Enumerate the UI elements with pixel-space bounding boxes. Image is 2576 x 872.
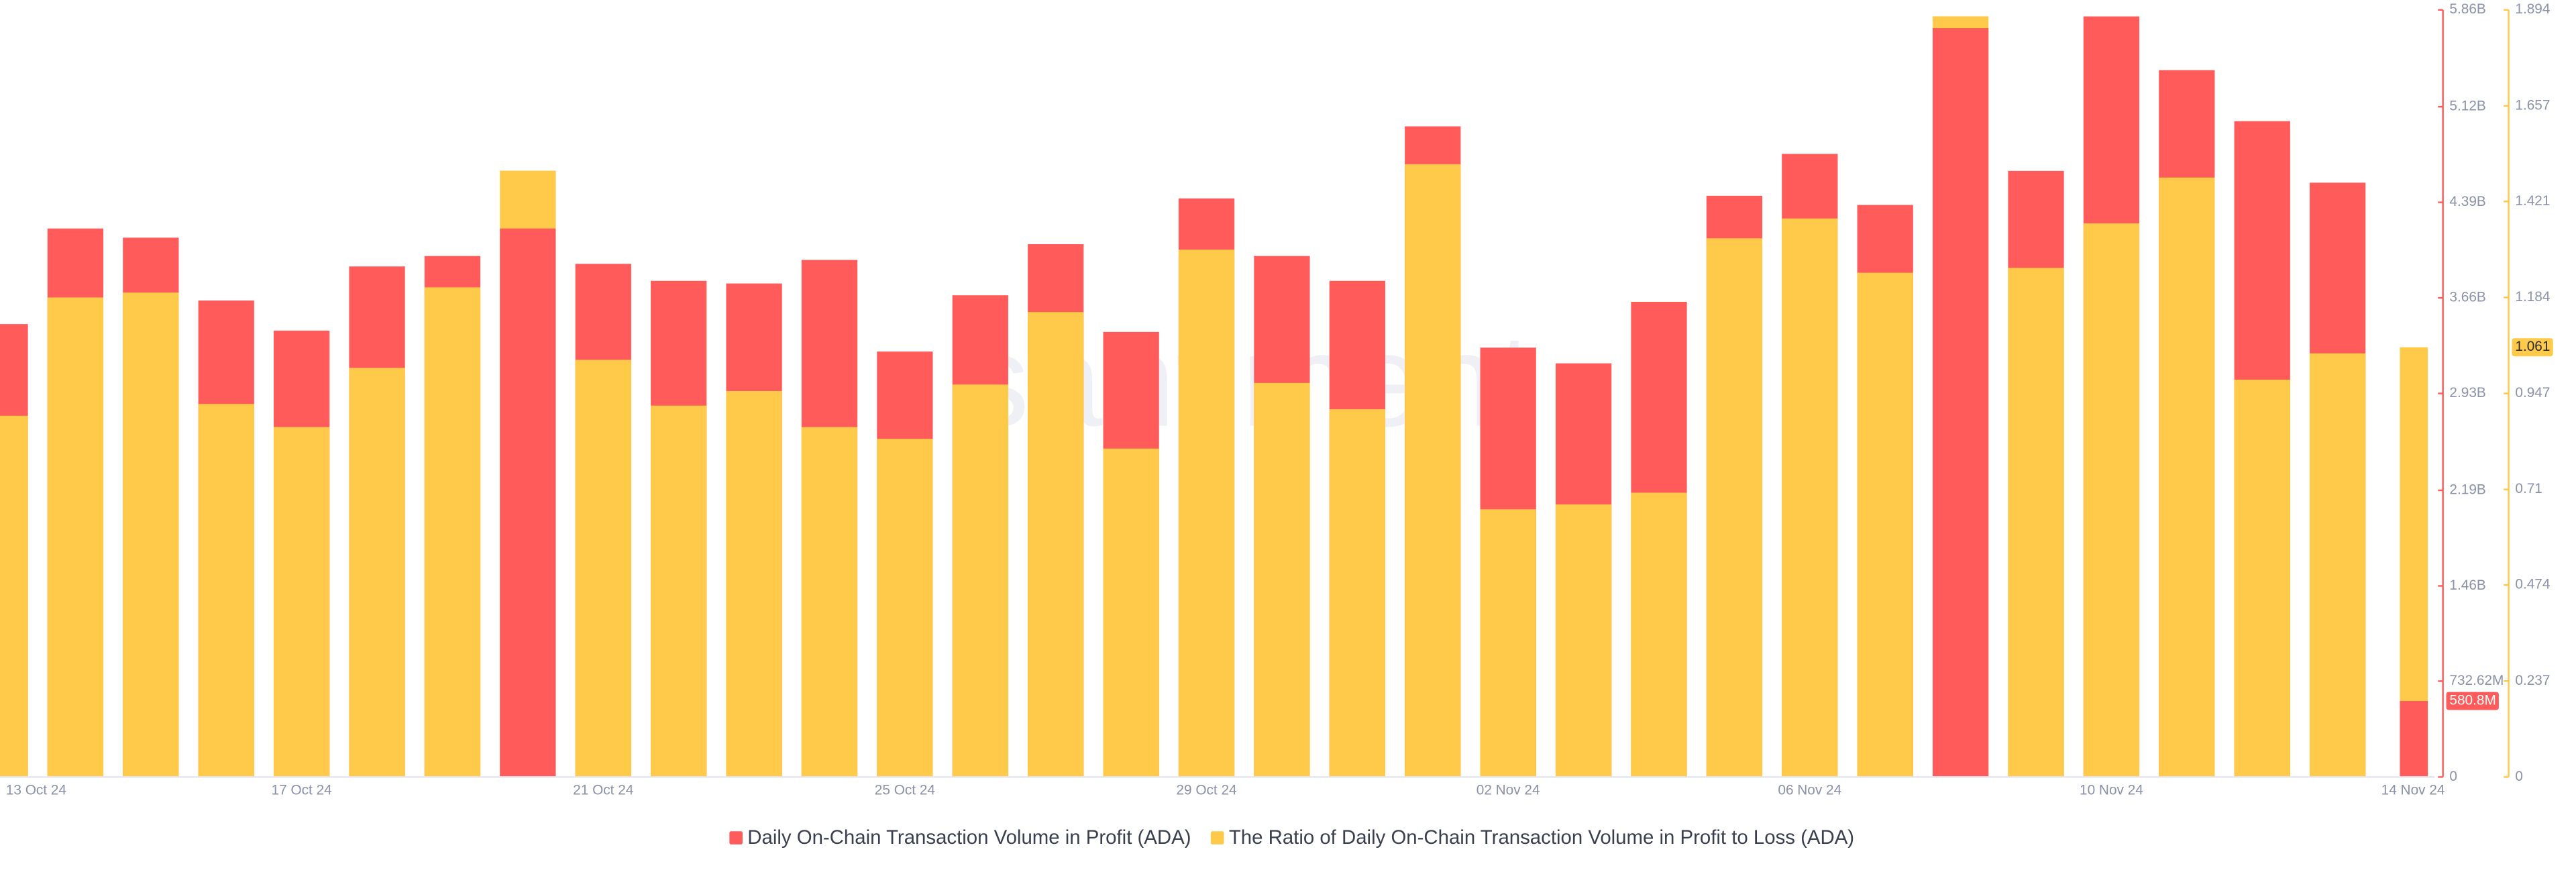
- x-tick-label: 10 Nov 24: [2080, 783, 2143, 798]
- legend-label: Daily On-Chain Transaction Volume in Pro…: [747, 826, 1191, 849]
- yticks-label: 2.19B: [2449, 482, 2485, 497]
- bar: [2083, 223, 2140, 777]
- bar: [1631, 492, 1687, 777]
- bar: [1782, 218, 1838, 777]
- bar: [1028, 312, 1084, 777]
- y2ticks-label: 0.237: [2515, 673, 2550, 688]
- bar: [952, 384, 1008, 777]
- legend-swatch: [1210, 831, 1224, 844]
- legend-label: The Ratio of Daily On-Chain Transaction …: [1229, 826, 1854, 849]
- bar: [1254, 382, 1310, 777]
- yticks-label: 2.93B: [2449, 385, 2485, 400]
- bar: [274, 427, 330, 777]
- yticks-label: 0: [2449, 769, 2457, 784]
- bar: [575, 360, 631, 777]
- bar: [0, 415, 28, 777]
- yticks-label: 732.62M: [2449, 673, 2504, 688]
- value-badge: [2512, 338, 2553, 357]
- bar: [1480, 509, 1536, 777]
- bar: [47, 297, 104, 777]
- yticks-label: 3.66B: [2449, 290, 2485, 305]
- bar: [1103, 448, 1159, 777]
- x-tick-label: 29 Oct 24: [1176, 783, 1236, 798]
- bar: [801, 427, 858, 777]
- bar: [1329, 409, 1385, 777]
- x-tick-label: 13 Oct 24: [6, 783, 66, 798]
- x-tick-label: 14 Nov 24: [2381, 783, 2445, 798]
- bar: [2008, 268, 2064, 777]
- y2ticks-label: 0.947: [2515, 385, 2550, 400]
- y2ticks-label: 0.474: [2515, 577, 2550, 592]
- bar: [2234, 380, 2290, 777]
- value-label: 1.061: [2515, 339, 2550, 354]
- bar: [500, 228, 556, 777]
- bar: [1857, 272, 1913, 777]
- x-tick-label: 21 Oct 24: [573, 783, 633, 798]
- bar: [349, 368, 405, 777]
- bar: [1932, 28, 1989, 777]
- yticks-label: 5.12B: [2449, 99, 2485, 114]
- plot-area: [0, 16, 2428, 777]
- y2ticks-label: 0.71: [2515, 481, 2542, 496]
- y2ticks-label: 1.184: [2515, 289, 2550, 305]
- yticks-label: 1.46B: [2449, 578, 2485, 593]
- x-tick-label: 25 Oct 24: [875, 783, 935, 798]
- x-tick-label: 02 Nov 24: [1477, 783, 1540, 798]
- y2ticks-label: 1.657: [2515, 97, 2550, 113]
- value-badge: [2446, 692, 2499, 710]
- bar: [2159, 177, 2215, 777]
- x-tick-label: 17 Oct 24: [272, 783, 332, 798]
- bar: [123, 292, 179, 777]
- legend-swatch: [729, 831, 743, 844]
- bar: [651, 405, 707, 777]
- bar: [2400, 701, 2428, 777]
- y2ticks-label: 0: [2515, 769, 2523, 784]
- bar: [1405, 164, 1461, 777]
- x-tick-label: 06 Nov 24: [1778, 783, 1841, 798]
- value-label: 580.8M: [2449, 693, 2496, 708]
- bar: [424, 287, 481, 777]
- bar: [1178, 250, 1235, 777]
- bar: [2310, 353, 2366, 777]
- yticks-label: 5.86B: [2449, 1, 2485, 17]
- y2ticks-label: 1.421: [2515, 193, 2550, 209]
- bar: [198, 404, 254, 777]
- bar: [1706, 238, 1763, 777]
- bar: [726, 390, 782, 777]
- bar: [1555, 504, 1612, 777]
- y2ticks-label: 1.894: [2515, 1, 2550, 17]
- yticks-label: 4.39B: [2449, 194, 2485, 209]
- bar: [877, 439, 933, 777]
